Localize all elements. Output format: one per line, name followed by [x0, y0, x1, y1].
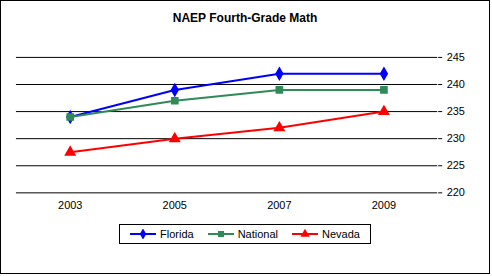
svg-text:2007: 2007	[267, 199, 291, 211]
html-text:Florida: Florida	[160, 228, 194, 241]
svg-text:230: 230	[447, 132, 465, 144]
svg-text:240: 240	[447, 78, 465, 90]
svg-text:235: 235	[447, 105, 465, 117]
html-text:National: National	[237, 228, 278, 241]
svg-text:2003: 2003	[58, 199, 82, 211]
svg-text:225: 225	[447, 159, 465, 171]
svg-text:2009: 2009	[372, 199, 396, 211]
html-text:Nevada: Nevada	[322, 228, 360, 241]
svg-text:2005: 2005	[163, 199, 187, 211]
html-text:NAEP Fourth-Grade Math: NAEP Fourth-Grade Math	[172, 11, 318, 25]
svg-text:220: 220	[447, 186, 465, 198]
svg-text:245: 245	[447, 51, 465, 63]
